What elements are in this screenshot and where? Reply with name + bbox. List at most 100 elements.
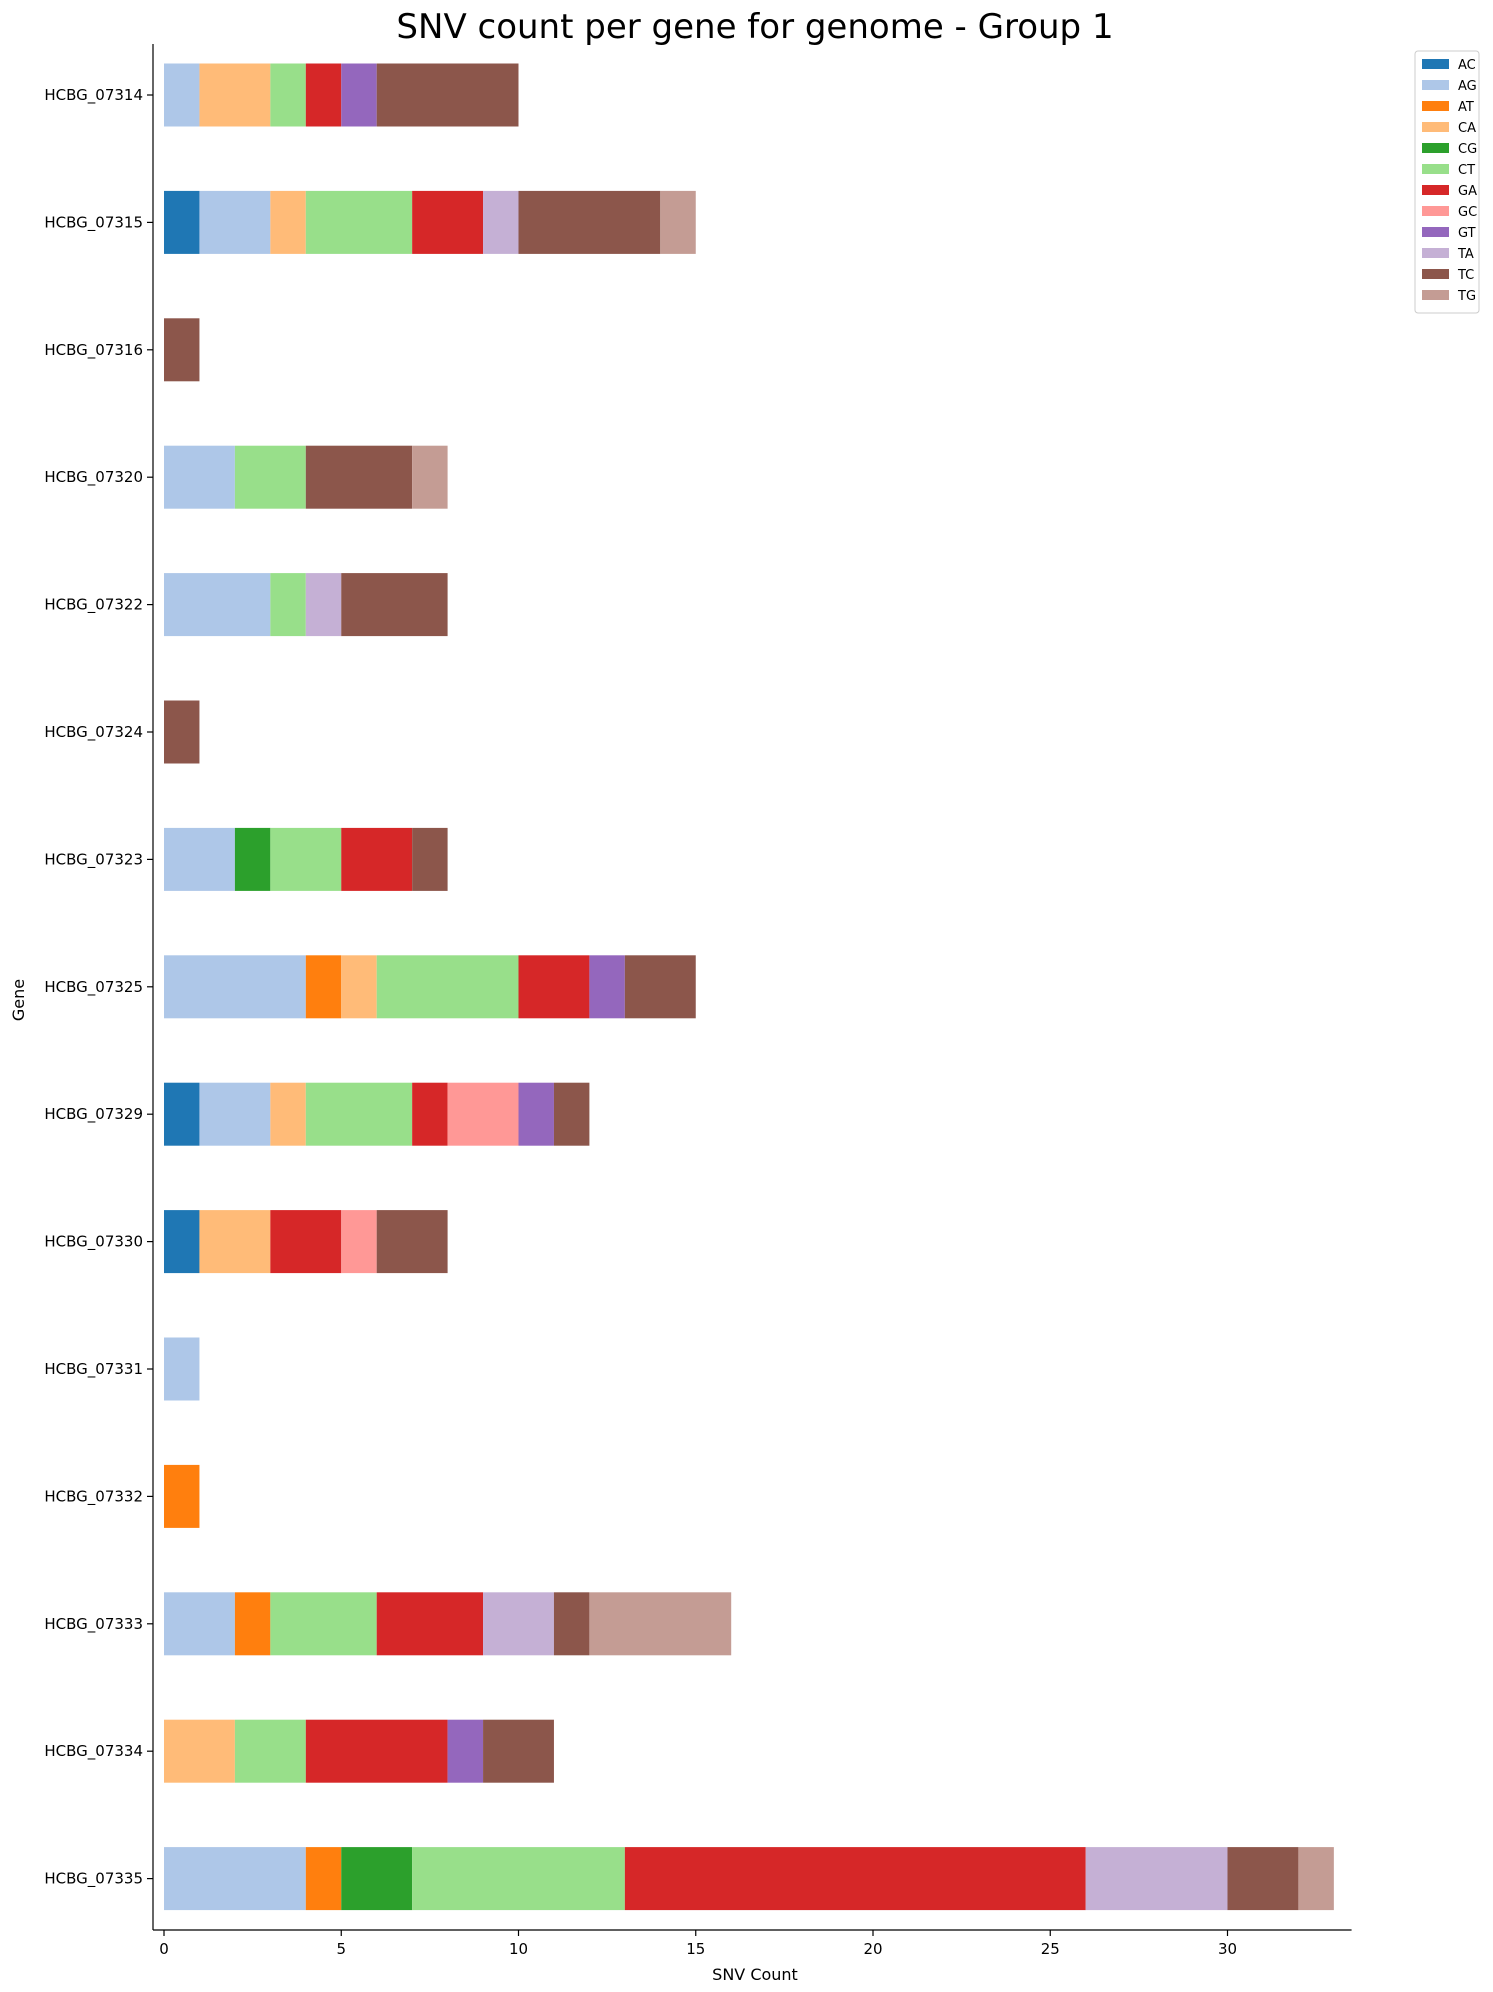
- x-tick-label: 5: [336, 1940, 346, 1958]
- bar-hcbg-07315-ca: [270, 190, 306, 254]
- bar-hcbg-07334-ca: [164, 1719, 235, 1783]
- legend-swatch-gt: [1422, 227, 1449, 237]
- chart-title: SNV count per gene for genome - Group 1: [396, 7, 1113, 47]
- legend-label-ga: GA: [1458, 184, 1477, 199]
- legend-label-ca: CA: [1458, 121, 1476, 136]
- legend-swatch-cg: [1422, 143, 1449, 153]
- bar-hcbg-07323-tc: [412, 827, 448, 891]
- x-tick-label: 30: [1218, 1940, 1237, 1958]
- bar-hcbg-07325-tc: [624, 955, 696, 1019]
- legend-swatch-ca: [1422, 122, 1449, 132]
- x-tick-label: 25: [1041, 1940, 1060, 1958]
- legend-swatch-ct: [1422, 164, 1449, 174]
- legend-label-at: AT: [1458, 100, 1474, 115]
- y-tick-label: HCBG_07316: [44, 341, 143, 360]
- bar-hcbg-07322-ct: [270, 573, 306, 637]
- bar-hcbg-07335-ta: [1085, 1847, 1228, 1911]
- legend-swatch-at: [1422, 101, 1449, 111]
- bar-hcbg-07323-ag: [164, 827, 235, 891]
- bar-hcbg-07323-ct: [270, 827, 342, 891]
- y-tick-label: HCBG_07333: [44, 1615, 143, 1634]
- bar-hcbg-07322-ta: [305, 573, 342, 637]
- bar-hcbg-07315-tc: [518, 190, 661, 254]
- bar-hcbg-07332-at: [164, 1464, 200, 1528]
- bar-hcbg-07315-ag: [199, 190, 271, 254]
- legend-swatch-gc: [1422, 206, 1449, 216]
- legend: AC AG AT CA CG CT GA GC GT TA TC TG: [1414, 50, 1480, 314]
- bar-hcbg-07315-ta: [483, 190, 519, 254]
- bar-hcbg-07335-ga: [624, 1847, 1086, 1911]
- y-tick-label: HCBG_07331: [44, 1360, 143, 1379]
- legend-label-ct: CT: [1458, 163, 1475, 178]
- bar-hcbg-07314-ca: [199, 63, 271, 127]
- bar-hcbg-07324-tc: [164, 700, 200, 764]
- bar-hcbg-07329-tc: [553, 1082, 590, 1146]
- bar-hcbg-07329-ca: [270, 1082, 306, 1146]
- y-tick-label: HCBG_07325: [44, 978, 143, 997]
- bar-hcbg-07330-gc: [341, 1210, 377, 1274]
- legend-label-ta: TA: [1457, 247, 1474, 262]
- legend-swatch-tc: [1422, 269, 1449, 279]
- bar-hcbg-07330-ca: [199, 1210, 271, 1274]
- bar-hcbg-07316-tc: [164, 318, 200, 382]
- bar-hcbg-07333-ta: [483, 1592, 554, 1656]
- bar-hcbg-07335-ct: [412, 1847, 625, 1911]
- bar-hcbg-07331-ag: [164, 1337, 200, 1401]
- x-axis-title: SNV Count: [712, 1965, 798, 1984]
- legend-swatch-ac: [1422, 59, 1449, 69]
- legend-swatch-ag: [1422, 80, 1449, 90]
- bar-hcbg-07333-at: [234, 1592, 271, 1656]
- y-tick-label: HCBG_07314: [44, 86, 143, 105]
- legend-swatch-ta: [1422, 248, 1449, 258]
- bar-hcbg-07320-tg: [412, 445, 448, 509]
- legend-label-gt: GT: [1458, 226, 1476, 241]
- bar-hcbg-07330-ac: [164, 1210, 200, 1274]
- bar-hcbg-07314-ag: [164, 63, 200, 127]
- x-tick-label: 20: [863, 1940, 882, 1958]
- y-tick-label: HCBG_07320: [44, 468, 143, 487]
- bar-hcbg-07335-cg: [341, 1847, 413, 1911]
- bar-hcbg-07323-ga: [341, 827, 413, 891]
- bar-hcbg-07335-tc: [1227, 1847, 1299, 1911]
- y-tick-label: HCBG_07323: [44, 850, 143, 869]
- bar-hcbg-07329-ct: [305, 1082, 413, 1146]
- bar-hcbg-07329-gc: [447, 1082, 519, 1146]
- bar-hcbg-07314-ct: [270, 63, 306, 127]
- bar-hcbg-07325-ct: [376, 955, 519, 1019]
- bar-hcbg-07333-tc: [553, 1592, 590, 1656]
- bar-hcbg-07329-ga: [412, 1082, 448, 1146]
- y-tick-label: HCBG_07335: [44, 1870, 143, 1889]
- bar-hcbg-07333-ag: [164, 1592, 235, 1656]
- bar-hcbg-07315-tg: [660, 190, 696, 254]
- y-tick-label: HCBG_07334: [44, 1742, 143, 1761]
- bar-hcbg-07315-ac: [164, 190, 200, 254]
- bar-hcbg-07333-ga: [376, 1592, 484, 1656]
- y-tick-label: HCBG_07330: [44, 1233, 143, 1252]
- bar-hcbg-07325-ag: [164, 955, 306, 1019]
- y-tick-label: HCBG_07322: [44, 596, 143, 615]
- legend-label-ag: AG: [1458, 79, 1477, 94]
- x-tick-label: 0: [159, 1940, 169, 1958]
- bar-hcbg-07314-ga: [305, 63, 342, 127]
- bar-hcbg-07315-ga: [412, 190, 484, 254]
- y-tick-label: HCBG_07315: [44, 213, 143, 232]
- bar-hcbg-07334-gt: [447, 1719, 484, 1783]
- bar-hcbg-07322-ag: [164, 573, 271, 637]
- plot-area: HCBG_07314 HCBG_07315 HCBG_07316 HCBG_07320…: [44, 44, 1352, 1958]
- bar-hcbg-07335-at: [305, 1847, 342, 1911]
- bar-hcbg-07329-ac: [164, 1082, 200, 1146]
- legend-swatch-tg: [1422, 290, 1449, 300]
- x-tick-label: 10: [509, 1940, 528, 1958]
- bar-hcbg-07335-ag: [164, 1847, 306, 1911]
- bar-hcbg-07333-tg: [589, 1592, 732, 1656]
- bar-hcbg-07325-at: [305, 955, 342, 1019]
- bar-hcbg-07315-ct: [305, 190, 413, 254]
- legend-label-tg: TG: [1457, 289, 1476, 304]
- x-tick-label: 15: [686, 1940, 705, 1958]
- bar-hcbg-07330-ga: [270, 1210, 342, 1274]
- bar-hcbg-07325-ca: [341, 955, 377, 1019]
- y-axis-title: Gene: [9, 979, 28, 1021]
- bar-hcbg-07334-ct: [234, 1719, 306, 1783]
